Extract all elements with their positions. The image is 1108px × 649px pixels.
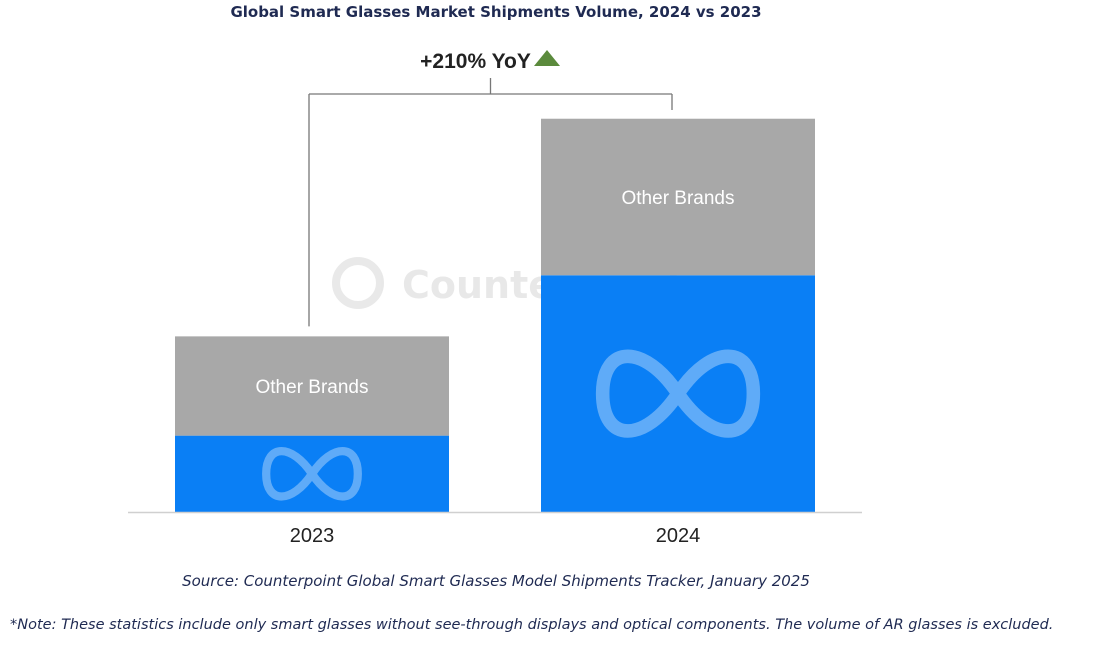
bar-2023-meta [175,435,449,512]
bar-2023-other-brands [175,336,449,436]
x-tick-2024: 2024 [656,525,701,547]
yoy-annotation: +210% YoY [0,50,980,74]
up-triangle-icon [533,50,560,66]
source-note: Source: Counterpoint Global Smart Glasse… [182,572,810,590]
segment-label-2023: Other Brands [256,377,369,398]
yoy-label: +210% YoY [420,50,531,73]
bar-2024-other-brands [541,118,815,276]
segment-label-2024: Other Brands [622,188,735,209]
meta-logo-icon [262,447,362,501]
bar-2024-meta [541,275,815,512]
footnote: *Note: These statistics include only sma… [10,617,1054,633]
meta-logo-icon [595,349,761,438]
yoy-bracket [308,78,673,327]
bars: Other Brands Other Brands [175,118,815,512]
x-tick-labels: 2023 2024 [290,525,701,547]
x-tick-2023: 2023 [290,525,335,547]
chart-title: Global Smart Glasses Market Shipments Vo… [230,3,762,21]
watermark-logo-icon [332,257,384,309]
